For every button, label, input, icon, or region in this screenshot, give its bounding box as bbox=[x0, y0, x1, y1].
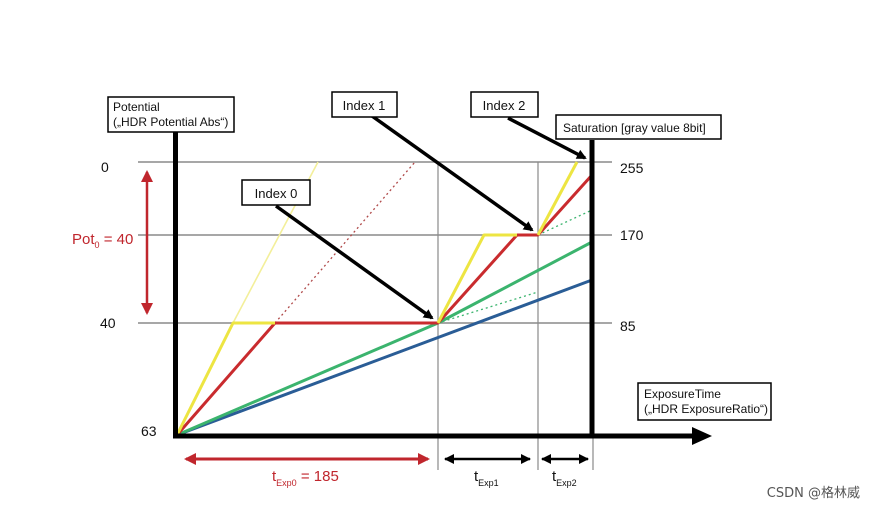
red-curve bbox=[175, 173, 594, 436]
pot0-main: Pot bbox=[72, 231, 95, 248]
exposure-subtitle: („HDR ExposureRatio“) bbox=[644, 402, 768, 416]
watermark: CSDN @格林威 bbox=[767, 485, 860, 501]
index-0-box: Index 0 bbox=[241, 179, 311, 206]
index-2-box: Index 2 bbox=[470, 91, 539, 118]
saturation-label: Saturation [gray value 8bit] bbox=[563, 121, 706, 135]
texp0-sub: Exp0 bbox=[276, 478, 297, 488]
index-2-label: Index 2 bbox=[483, 98, 526, 113]
left-tick-40: 40 bbox=[100, 315, 116, 331]
left-tick-0: 0 bbox=[101, 159, 109, 175]
texp0-label: tExp0 = 185 bbox=[272, 468, 339, 488]
pot0-sub: 0 bbox=[95, 240, 100, 250]
right-tick-255: 255 bbox=[620, 160, 644, 176]
dotted-red-projection bbox=[274, 161, 416, 324]
texp1-sub: Exp1 bbox=[478, 478, 499, 488]
pot0-label: Pot0 = 40 bbox=[72, 231, 133, 250]
texp1-main: t bbox=[474, 468, 479, 485]
right-tick-85: 85 bbox=[620, 318, 636, 334]
pot0-rest: = 40 bbox=[100, 231, 134, 248]
left-tick-63: 63 bbox=[141, 423, 157, 439]
index-0-arrow bbox=[274, 204, 434, 320]
texp2-main: t bbox=[552, 468, 557, 485]
index-1-label: Index 1 bbox=[343, 98, 386, 113]
potential-title: Potential bbox=[113, 100, 160, 114]
exposure-title: ExposureTime bbox=[644, 387, 721, 401]
index-1-arrow bbox=[370, 114, 534, 232]
texp2-sub: Exp2 bbox=[556, 478, 577, 488]
texp2-label: tExp2 bbox=[552, 468, 577, 488]
x-axis-arrowhead bbox=[692, 427, 712, 445]
green-curve bbox=[176, 240, 593, 437]
texp0-main: t bbox=[272, 468, 277, 485]
potential-subtitle: („HDR Potential Abs“) bbox=[113, 115, 228, 129]
vertical-gridlines bbox=[437, 162, 594, 470]
response-curves bbox=[175, 161, 594, 437]
exposure-box: ExposureTime („HDR ExposureRatio“) bbox=[637, 382, 772, 421]
yellow-curve-2 bbox=[436, 233, 517, 324]
right-tick-170: 170 bbox=[620, 227, 644, 243]
potential-box: Potential („HDR Potential Abs“) bbox=[107, 96, 235, 133]
yellow-curve bbox=[175, 321, 275, 436]
index-1-box: Index 1 bbox=[331, 91, 398, 118]
axes bbox=[173, 128, 712, 445]
blue-curve bbox=[176, 278, 593, 437]
index-arrows bbox=[274, 114, 587, 320]
index-0-label: Index 0 bbox=[255, 186, 298, 201]
yellow-curve-3 bbox=[536, 161, 579, 236]
index-2-arrow bbox=[507, 116, 587, 160]
texp1-label: tExp1 bbox=[474, 468, 499, 488]
saturation-box: Saturation [gray value 8bit] bbox=[555, 114, 722, 140]
dotted-projections bbox=[274, 161, 593, 324]
texp0-rest: = 185 bbox=[297, 468, 339, 485]
